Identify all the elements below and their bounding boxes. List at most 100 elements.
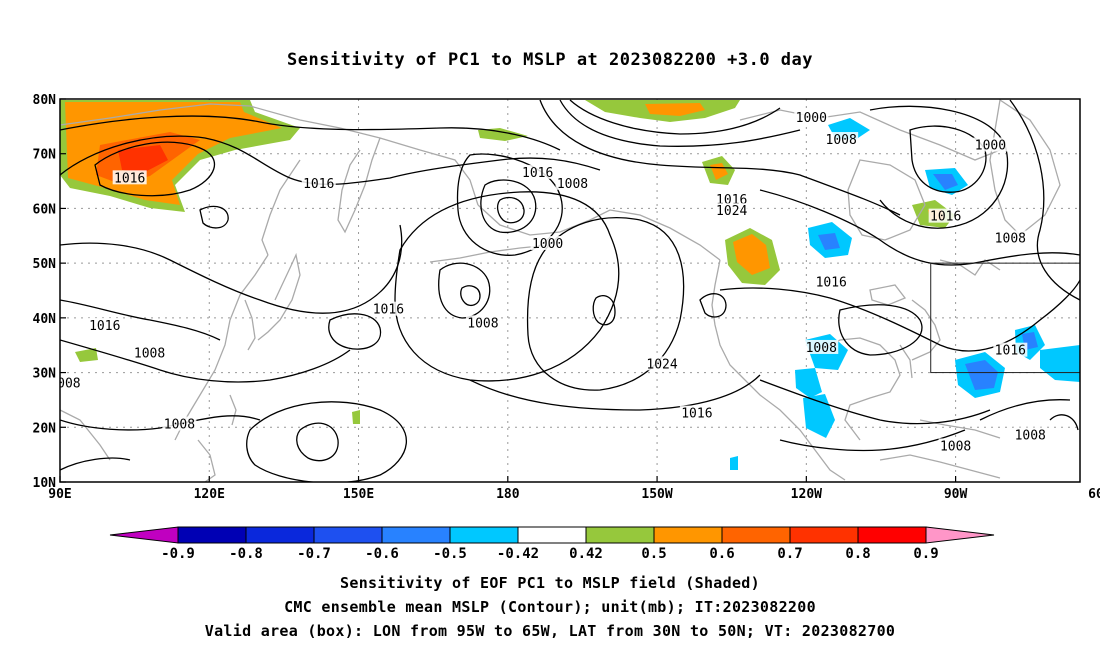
coast-florida — [899, 344, 913, 379]
contour-label-bg — [938, 438, 973, 453]
colorbar-label: -0.6 — [365, 546, 399, 562]
colorbar-label: 0.9 — [913, 546, 938, 562]
colorbar-label: 0.7 — [777, 546, 802, 562]
contour-label: 1008 — [14, 448, 45, 463]
colorbar-segment — [789, 526, 859, 544]
coast-bc — [711, 259, 846, 481]
contour-labels: 1016 1016 1016 1000 1008 1000 1008 1016 1024 1000… — [13, 110, 1100, 463]
colorbar-segment — [653, 526, 723, 544]
lon-tick-label: 90W — [944, 487, 968, 502]
negative-region-canada-core — [818, 233, 840, 250]
positive-region-small1 — [75, 348, 98, 362]
contour-1016-ring4 — [1049, 414, 1079, 431]
contour-1008-seC — [979, 399, 1071, 421]
caption-line-3: Valid area (box): LON from 95W to 65W, L… — [204, 622, 896, 640]
negative-region-small3 — [730, 456, 738, 470]
contour-1016-ring2 — [199, 205, 229, 229]
contour-1000-low — [480, 179, 537, 234]
lat-tick-label: 20N — [33, 421, 57, 436]
contour-label: 1008 — [806, 341, 837, 356]
colorbar-segment — [585, 526, 655, 544]
coast-japan — [257, 252, 301, 341]
colorbar-label: 0.5 — [641, 546, 666, 562]
colorbar-label: -0.42 — [497, 546, 539, 562]
colorbar-label: 0.8 — [845, 546, 870, 562]
contour-992-low — [496, 196, 525, 224]
contour-1000-low2 — [460, 285, 481, 307]
contour-label: 1008 — [164, 418, 195, 433]
contour-label: 1016 — [114, 171, 145, 186]
contour-label: 1008 — [557, 177, 588, 192]
coast-hudson — [847, 159, 926, 241]
positive-region-arctic-core — [645, 103, 705, 116]
lat-tick-label: 50N — [33, 257, 57, 272]
contour-label: 1016 — [89, 319, 120, 334]
colorbar-label: 0.42 — [569, 546, 603, 562]
colorbar: -0.9 -0.8 -0.7 -0.6 -0.5 -0.42 0.42 0.5 0.6 0.7 0.… — [109, 526, 995, 562]
lon-tick-label: 150W — [641, 487, 672, 502]
negative-region-east2 — [1040, 345, 1080, 382]
colorbar-label: -0.9 — [161, 546, 195, 562]
contour-label: 1016 — [373, 303, 404, 318]
colorbar-label: 0.6 — [709, 546, 734, 562]
lon-tick-label: 120E — [194, 487, 225, 502]
negative-region-greenland-core — [933, 174, 958, 190]
plot-frame — [59, 98, 1081, 483]
contour-label-bg — [804, 339, 839, 354]
caption-line-1: Sensitivity of EOF PC1 to MSLP field (Sh… — [340, 574, 760, 592]
coast-gulf-mexico — [819, 337, 901, 441]
coast-alaska — [477, 204, 721, 261]
colorbar-segment — [381, 526, 451, 544]
contour-1016-greenland — [1009, 99, 1080, 301]
contour-1000-greenland — [909, 125, 987, 193]
contour-label-bg — [928, 208, 963, 223]
contour-label-bg — [301, 175, 336, 190]
contour-label: 1008 — [826, 133, 857, 148]
contour-label: 1008 — [940, 439, 971, 454]
contour-1016-mid — [394, 191, 620, 382]
colorbar-segment — [313, 526, 383, 544]
contour-label: 1016 — [303, 177, 334, 192]
lat-tick-label: 60N — [33, 202, 57, 217]
coast-kamchatka — [337, 137, 381, 234]
colorbar-segment — [721, 526, 791, 544]
contour-label-bg — [60, 375, 82, 390]
contour-label-bg — [530, 235, 565, 250]
contour-label: 1016 — [681, 407, 712, 422]
contour-1016-canada — [759, 189, 1080, 266]
contour-label: 1016 — [995, 344, 1026, 359]
contour-label-bg — [13, 447, 47, 461]
mslp-contours — [60, 99, 1080, 482]
graticule — [60, 99, 1080, 482]
contour-1016-ring3 — [699, 293, 727, 318]
contour-label-bg — [555, 175, 590, 190]
coast-great-lakes — [869, 284, 907, 306]
contour-label: 1008 — [49, 377, 80, 392]
colorbar-label: -0.7 — [297, 546, 331, 562]
lon-tick-label: 60W — [1088, 487, 1100, 502]
lat-tick-label: 30N — [33, 367, 57, 382]
contour-label: 1024 — [716, 204, 747, 219]
coast-russia — [60, 103, 479, 206]
contour-label-bg — [1083, 258, 1100, 272]
contour-1008-west — [60, 339, 351, 383]
contour-label-bg — [993, 230, 1028, 245]
lon-tick-label: 180 — [496, 487, 520, 502]
caption-line-2: CMC ensemble mean MSLP (Contour); unit(m… — [284, 598, 816, 616]
contour-label: 1008 — [995, 232, 1026, 247]
coast-okhotsk — [261, 159, 301, 256]
positive-region-dot — [478, 128, 528, 141]
coast-arctic-canada — [739, 109, 1001, 161]
contour-1008-siberia — [94, 141, 215, 197]
contour-label-bg — [1013, 427, 1048, 442]
contour-label-bg — [112, 170, 147, 185]
contour-label-bg — [162, 416, 197, 431]
contour-label-bg — [714, 203, 749, 218]
sensitivity-shading — [60, 100, 1080, 470]
contour-label: 1008 — [1015, 428, 1046, 443]
colorbar-extend-high — [925, 526, 995, 544]
colorbar-segment — [449, 526, 519, 544]
coast-philippines — [197, 439, 216, 482]
positive-region-bc-core — [733, 234, 770, 275]
